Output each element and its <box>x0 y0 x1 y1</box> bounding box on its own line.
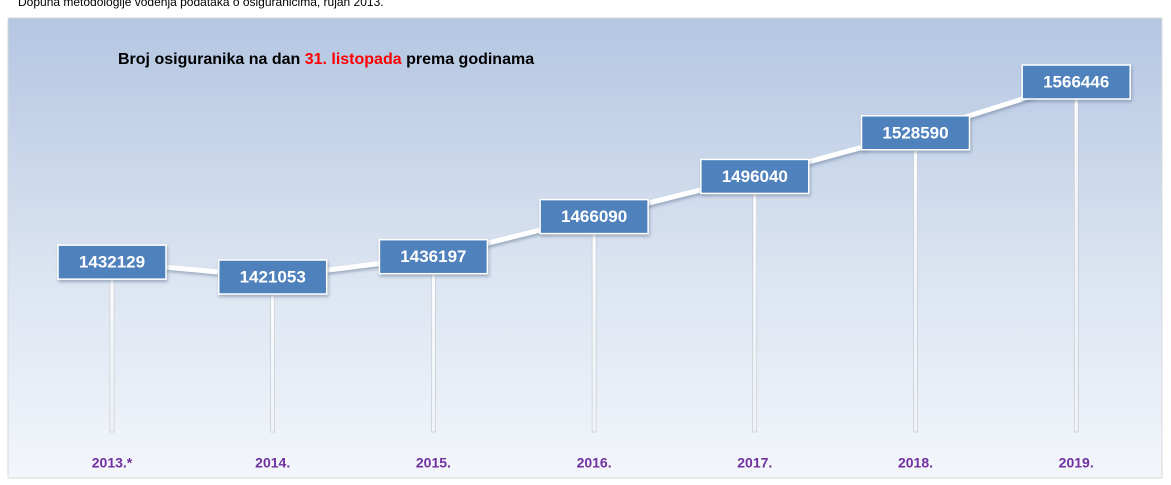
chart-title: Broj osiguranika na dan 31. listopada pr… <box>118 51 534 68</box>
data-label-box <box>57 244 167 280</box>
x-tick-label: 2019. <box>1059 455 1094 471</box>
data-label: 1566446 <box>1043 72 1109 91</box>
x-tick-label: 2016. <box>577 455 612 471</box>
data-label: 1432129 <box>79 253 145 272</box>
data-label: 1466090 <box>561 207 627 226</box>
title-part: prema godinama <box>402 51 535 68</box>
data-label: 1421053 <box>240 267 306 286</box>
drop-line <box>591 216 597 433</box>
x-tick-label: 2018. <box>898 455 933 471</box>
plot-area <box>7 17 1163 479</box>
data-label-box <box>217 259 328 295</box>
series: 1432129 1421053 1436197 1466090 1496040 15285… <box>57 64 1131 471</box>
data-label-box <box>700 158 810 195</box>
data-label-box <box>1021 64 1131 100</box>
x-tick-label: 2014. <box>255 455 290 471</box>
drop-line <box>431 256 436 433</box>
drop-line <box>270 276 276 433</box>
x-tick-label: 2017. <box>737 455 772 471</box>
data-label: 1496040 <box>722 167 788 186</box>
data-label: 1528590 <box>882 123 948 142</box>
x-tick-label: 2013.* <box>92 455 133 471</box>
title-part: 31. listopada <box>305 51 402 68</box>
drop-line <box>109 261 115 433</box>
drop-line <box>752 176 758 433</box>
drop-line <box>913 132 918 433</box>
note: Dopuna metodologije vođenja podataka o o… <box>18 0 384 9</box>
data-label-box <box>378 238 489 275</box>
x-tick-label: 2015. <box>416 455 451 471</box>
drop-line <box>1073 81 1079 433</box>
data-label-box <box>539 198 649 235</box>
data-label: 1436197 <box>400 247 466 266</box>
data-label-box <box>860 115 971 151</box>
title-part: Broj osiguranika na dan <box>118 51 305 68</box>
